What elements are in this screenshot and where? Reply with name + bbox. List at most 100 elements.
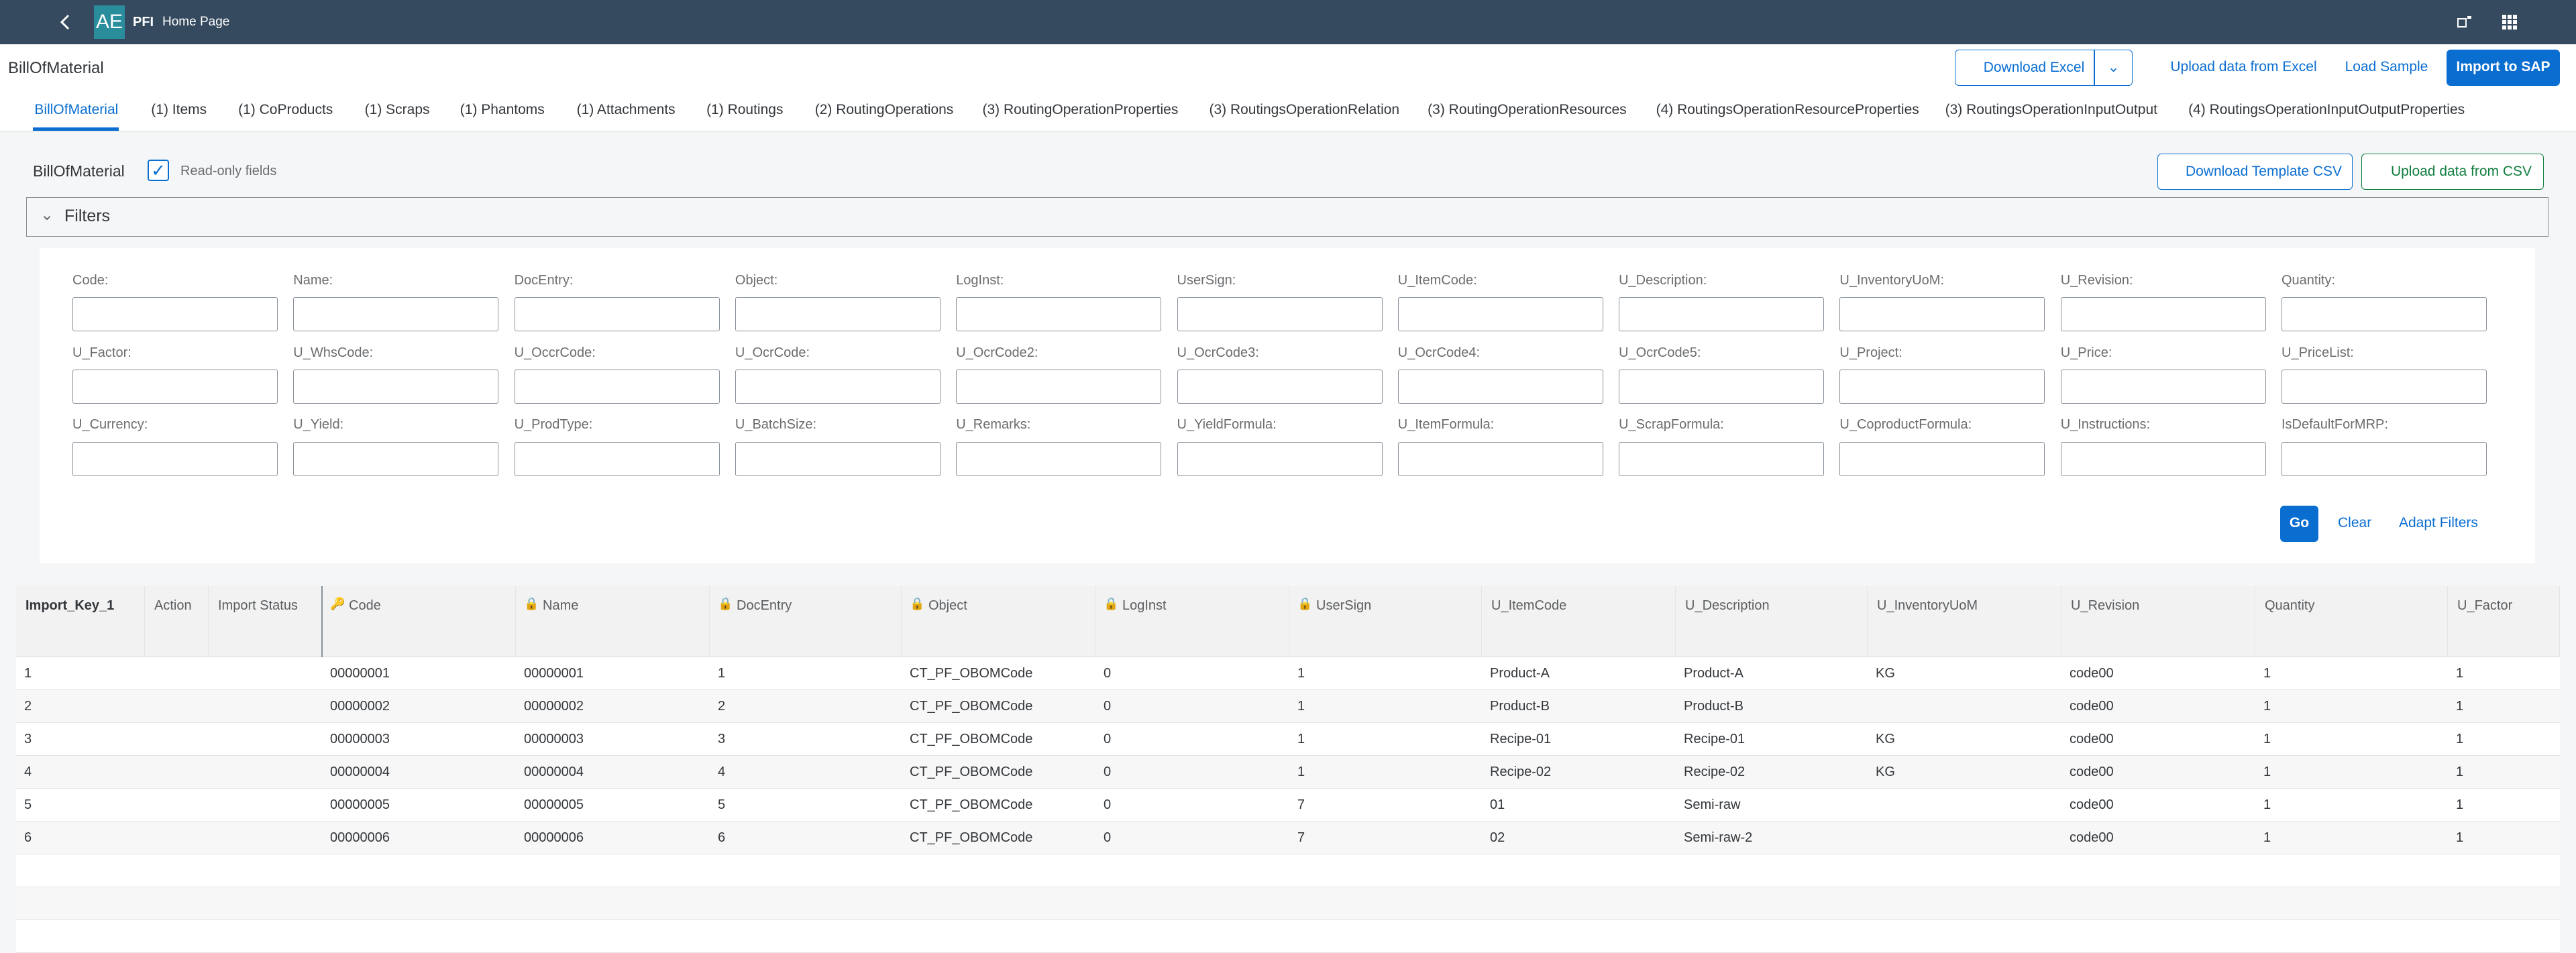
- filter-input[interactable]: [2282, 297, 2487, 331]
- filter-input[interactable]: [2060, 370, 2266, 404]
- column-header[interactable]: DocEntry: [737, 598, 792, 613]
- filter-input[interactable]: [956, 297, 1162, 331]
- column-header[interactable]: Name: [543, 598, 579, 613]
- filter-input[interactable]: [2060, 442, 2266, 476]
- table-row[interactable]: [16, 723, 2560, 756]
- filter-label: DocEntry:: [514, 273, 574, 288]
- filter-input[interactable]: [1397, 442, 1603, 476]
- filter-input[interactable]: [2060, 297, 2266, 331]
- table-row[interactable]: [16, 690, 2560, 723]
- back-icon[interactable]: [58, 13, 74, 31]
- table-cell: 02: [1490, 830, 1505, 845]
- table-cell: 2: [718, 699, 726, 714]
- filter-label: U_Project:: [1839, 345, 1902, 360]
- filter-input[interactable]: [1619, 370, 1825, 404]
- tab[interactable]: (1) CoProducts: [238, 102, 333, 117]
- apps-icon[interactable]: [2501, 13, 2518, 31]
- filter-input[interactable]: [2282, 370, 2487, 404]
- table-row[interactable]: [16, 822, 2560, 854]
- filter-input[interactable]: [293, 442, 499, 476]
- column-header[interactable]: U_Factor: [2457, 598, 2513, 613]
- header-button[interactable]: Download Excel: [1955, 50, 2094, 86]
- filter-input[interactable]: [2282, 442, 2487, 476]
- tab[interactable]: BillOfMaterial: [34, 102, 119, 117]
- filter-input[interactable]: [1397, 297, 1603, 331]
- column-header[interactable]: Object: [928, 598, 967, 613]
- filter-label: U_Remarks:: [956, 417, 1031, 432]
- filter-label: U_WhsCode:: [293, 345, 374, 360]
- table-cell: 00000006: [330, 830, 390, 845]
- column-header[interactable]: Action: [154, 598, 192, 613]
- tab[interactable]: (1) Scraps: [364, 102, 430, 117]
- tab[interactable]: (1) Phantoms: [460, 102, 545, 117]
- filter-input[interactable]: [514, 442, 720, 476]
- filter-input[interactable]: [1397, 370, 1603, 404]
- table-cell: CT_PF_OBOMCode: [910, 830, 1033, 845]
- table-cell: 00000002: [330, 699, 390, 714]
- header-button[interactable]: Import to SAP: [2447, 50, 2560, 86]
- filter-input[interactable]: [72, 370, 278, 404]
- filter-input[interactable]: [956, 370, 1162, 404]
- tab[interactable]: (3) RoutingOperationResources: [1428, 102, 1627, 117]
- tab[interactable]: (2) RoutingOperations: [814, 102, 954, 117]
- column-header[interactable]: U_ItemCode: [1491, 598, 1567, 613]
- tab[interactable]: (1) Attachments: [576, 102, 676, 117]
- tab[interactable]: (4) RoutingsOperationResourceProperties: [1656, 102, 1919, 117]
- filter-input[interactable]: [514, 297, 720, 331]
- column-header[interactable]: U_Description: [1685, 598, 1770, 613]
- filter-input[interactable]: [1839, 442, 2045, 476]
- header-button[interactable]: Load Sample: [2345, 59, 2428, 74]
- toolbar-button[interactable]: Upload data from CSV: [2361, 154, 2544, 190]
- filter-input[interactable]: [956, 442, 1162, 476]
- toolbar-button[interactable]: Download Template CSV: [2157, 154, 2353, 190]
- tab[interactable]: (1) Items: [151, 102, 207, 117]
- filter-input[interactable]: [735, 370, 941, 404]
- filter-input[interactable]: [1619, 297, 1825, 331]
- filter-input[interactable]: [1177, 442, 1383, 476]
- checkbox[interactable]: ✓: [148, 160, 169, 181]
- filter-input[interactable]: [1839, 370, 2045, 404]
- filter-input[interactable]: [735, 297, 941, 331]
- go-button[interactable]: Go: [2280, 506, 2318, 542]
- filter-input[interactable]: [293, 370, 499, 404]
- clear-button[interactable]: Clear: [2338, 515, 2372, 530]
- table-cell: 0: [1104, 797, 1112, 812]
- table-row[interactable]: [16, 657, 2560, 690]
- dropdown-button[interactable]: ⌄: [2094, 50, 2133, 86]
- filter-label: Name:: [293, 273, 333, 288]
- filter-label: U_Revision:: [2060, 273, 2133, 288]
- column-header[interactable]: U_InventoryUoM: [1877, 598, 1978, 613]
- column-header[interactable]: U_Revision: [2071, 598, 2140, 613]
- header-button[interactable]: Upload data from Excel: [2170, 59, 2317, 74]
- column-header[interactable]: Import Status: [218, 598, 298, 613]
- column-header[interactable]: Quantity: [2265, 598, 2315, 613]
- filter-input[interactable]: [293, 297, 499, 331]
- filter-input[interactable]: [735, 442, 941, 476]
- filter-input[interactable]: [72, 442, 278, 476]
- column-header[interactable]: Import_Key_1: [25, 598, 115, 613]
- table-cell: 00000003: [524, 732, 584, 746]
- filter-label: U_OccrCode:: [514, 345, 596, 360]
- table-row[interactable]: [16, 756, 2560, 789]
- column-header[interactable]: LogInst: [1122, 598, 1167, 613]
- column-header[interactable]: UserSign: [1316, 598, 1372, 613]
- tab[interactable]: (1) Routings: [706, 102, 784, 117]
- tab[interactable]: (4) RoutingsOperationInputOutputProperti…: [2188, 102, 2465, 117]
- filter-input[interactable]: [1619, 442, 1825, 476]
- column-header[interactable]: Code: [349, 598, 381, 613]
- tab[interactable]: (3) RoutingsOperationInputOutput: [1945, 102, 2157, 117]
- table-cell: Product-B: [1490, 699, 1550, 714]
- filter-input[interactable]: [1839, 297, 2045, 331]
- filter-label: U_Price:: [2060, 345, 2112, 360]
- tab[interactable]: (3) RoutingOperationProperties: [982, 102, 1179, 117]
- filter-input[interactable]: [514, 370, 720, 404]
- filter-input[interactable]: [1177, 370, 1383, 404]
- user-icon[interactable]: [2455, 13, 2474, 31]
- filter-panel-header[interactable]: [26, 197, 2548, 237]
- table-row[interactable]: [16, 789, 2560, 822]
- filter-input[interactable]: [72, 297, 278, 331]
- column-icon: 🔑: [330, 597, 345, 610]
- filter-input[interactable]: [1177, 297, 1383, 331]
- tab[interactable]: (3) RoutingsOperationRelation: [1209, 102, 1400, 117]
- adapt-filters-button[interactable]: Adapt Filters: [2399, 515, 2478, 530]
